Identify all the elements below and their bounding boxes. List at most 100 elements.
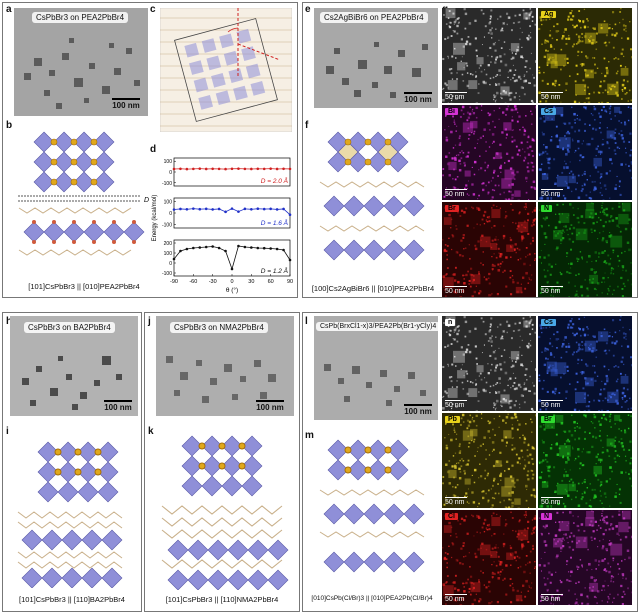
data-point <box>204 167 208 171</box>
data-point <box>243 207 247 211</box>
data-point <box>269 247 272 250</box>
y-tick-label: -100 <box>162 271 172 277</box>
data-point <box>282 248 285 252</box>
organic-layer <box>18 207 132 256</box>
data-point <box>179 167 182 171</box>
data-point <box>172 208 176 211</box>
eds-n-map-br: Br 50 nm <box>538 413 632 508</box>
element-tag: Cs <box>541 319 556 326</box>
panel-label-f: f <box>305 120 309 131</box>
data-point <box>288 213 292 217</box>
data-point <box>204 207 208 211</box>
rotated-lattice <box>174 18 278 122</box>
data-point <box>282 207 285 211</box>
data-point <box>262 207 266 211</box>
series-label: D = 2.0 Å <box>261 176 288 185</box>
data-point <box>237 210 240 213</box>
tem-image-j: CsPbBr3 on NMA2PbBr4 100 nm <box>156 316 294 416</box>
data-point <box>250 167 253 171</box>
scale-bar: 50 nm <box>445 91 467 101</box>
tem-image-e: Cs2AgBiBr6 on PEA2PbBr4 100 nm <box>314 8 438 108</box>
eds-g-map-haadf: 50 nm <box>442 8 536 103</box>
y-tick-label: -100 <box>162 181 172 187</box>
eds-n-map-cs: Cs 50 nm <box>538 316 632 411</box>
y-tick-label: -100 <box>162 223 172 229</box>
scale-bar: 50 nm <box>445 496 467 506</box>
data-point <box>224 167 227 171</box>
data-point <box>198 167 202 170</box>
data-point <box>204 245 208 249</box>
data-point <box>250 246 253 249</box>
panel-label-k: k <box>148 426 154 437</box>
eds-g-map-ag: Ag 50 nm <box>538 8 632 103</box>
data-point <box>224 249 227 253</box>
scale-bar: 50 nm <box>445 399 467 409</box>
tem-image-l: CsPb(BrxCl1-x)3/PEA2Pb(Br1-yCly)4 100 nm <box>314 316 438 420</box>
element-tag: Pb <box>445 416 460 423</box>
panel-label-a: a <box>6 4 12 15</box>
eds-g-map-cs: Cs 50 nm <box>538 105 632 200</box>
caption-k: [101]CsPbBr3 || [110]NMA2PbBr4 <box>165 595 279 604</box>
energy-chart: 100 0 -100 D = 2.0 Å 100 0 -100 D = 1.6 Å 200 100… <box>152 157 293 294</box>
eds-g-map-n: N 50 nm <box>538 202 632 297</box>
y-tick-label: 200 <box>164 241 173 247</box>
tem-caption-l: CsPb(BrxCl1-x)3/PEA2Pb(Br1-yCly)4 <box>316 322 438 331</box>
caption-f: [100]Cs2AgBiBr6 || [010]PEA2PbBr4 <box>311 284 435 293</box>
data-point <box>192 207 195 210</box>
eds-g-map-br: Br 50 nm <box>442 202 536 297</box>
data-point <box>172 257 176 261</box>
eds-n-map-pb: Pb 50 nm <box>442 413 536 508</box>
y-tick-label: 0 <box>169 261 172 267</box>
scale-bar: 50 nm <box>541 188 563 198</box>
panel-label-e: e <box>305 4 311 15</box>
data-point <box>185 247 189 251</box>
heterostructure-model-b: D <box>18 131 149 256</box>
panel-label-d: d <box>150 144 157 155</box>
data-point <box>172 167 176 171</box>
x-tick-label: 30 <box>248 279 254 285</box>
data-point <box>192 167 195 171</box>
element-tag: Ag <box>541 11 557 18</box>
panel-label-b: b <box>6 120 13 131</box>
csbpbr3-lattice <box>33 131 115 193</box>
data-point <box>179 207 182 211</box>
heterostructure-model-i <box>17 441 123 588</box>
x-axis-label: θ (°) <box>226 286 238 294</box>
data-point <box>288 167 292 171</box>
data-point <box>269 167 272 170</box>
scale-bar: 50 nm <box>541 91 563 101</box>
element-tag: N <box>541 205 553 212</box>
data-point <box>185 167 189 171</box>
data-point <box>269 207 272 211</box>
scale-bar: 50 nm <box>445 188 467 198</box>
data-point <box>275 247 279 251</box>
panel-label-h: h <box>6 316 12 327</box>
series-label: D = 1.2 Å <box>261 266 288 275</box>
data-point <box>224 210 227 214</box>
tem-caption-e: Cs2AgBiBr6 on PEA2PbBr4 <box>320 12 428 23</box>
nanocube-particles <box>324 364 426 406</box>
data-point <box>198 207 202 211</box>
panel-label-c: c <box>150 4 156 15</box>
data-point <box>179 249 182 253</box>
x-tick-label: 90 <box>287 279 293 285</box>
scale-bar-e: 100 nm <box>404 92 432 104</box>
nanocube-particles <box>24 38 140 109</box>
panel-label-j: j <box>148 316 151 327</box>
scale-bar-j: 100 nm <box>256 400 284 412</box>
data-point <box>282 167 285 171</box>
nanocube-particles <box>326 42 428 98</box>
element-tag: N <box>541 513 553 520</box>
data-point <box>243 167 247 171</box>
data-point <box>288 258 292 262</box>
tem-image-a: CsPbBr3 on PEA2PbBr4 100 nm <box>14 8 148 116</box>
y-tick-label: 100 <box>164 159 173 165</box>
data-point <box>230 167 234 171</box>
scale-bar: 50 nm <box>445 285 467 295</box>
nanocube-particles <box>166 356 276 403</box>
data-point <box>217 167 221 171</box>
data-point <box>185 208 189 211</box>
eds-n-map-n: N 50 nm <box>538 510 632 605</box>
data-point <box>256 207 260 211</box>
y-tick-label: 100 <box>164 251 173 257</box>
